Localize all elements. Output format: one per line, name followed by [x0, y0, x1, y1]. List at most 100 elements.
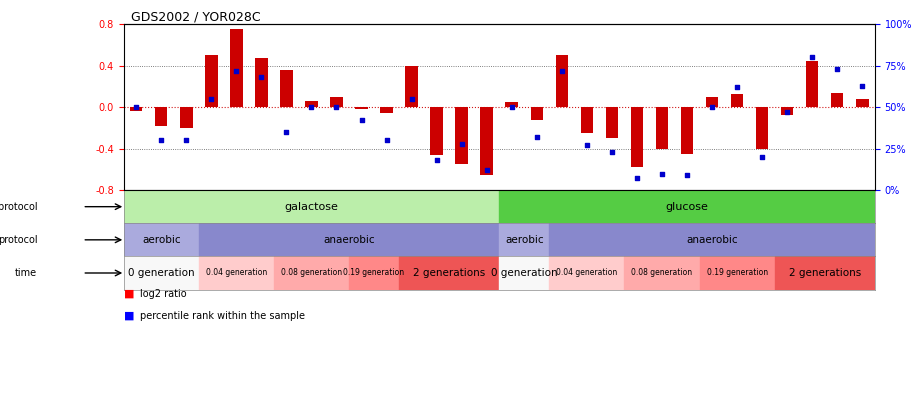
Text: 0 generation: 0 generation [491, 268, 558, 278]
Point [129, 104, 144, 111]
Point [805, 54, 820, 61]
Point [304, 104, 319, 111]
Bar [630, 107, 643, 167]
Text: protocol: protocol [0, 235, 38, 245]
Bar [756, 107, 769, 149]
Bar [230, 30, 243, 107]
Bar [180, 107, 192, 128]
Text: 0.19 generation: 0.19 generation [344, 269, 405, 277]
Point [855, 82, 869, 89]
Bar [550, 256, 625, 290]
Point [655, 170, 670, 177]
Bar [656, 107, 669, 149]
Point [254, 74, 268, 81]
Text: 0.19 generation: 0.19 generation [706, 269, 768, 277]
Bar [280, 70, 292, 107]
Point [605, 149, 619, 155]
Point [730, 84, 745, 91]
Bar [305, 101, 318, 107]
Bar [806, 61, 819, 107]
Bar [349, 256, 399, 290]
Text: 0.04 generation: 0.04 generation [556, 269, 617, 277]
Text: ■: ■ [124, 311, 134, 321]
Bar [205, 55, 218, 107]
Text: 2 generations: 2 generations [789, 268, 861, 278]
Bar [124, 256, 199, 290]
Bar [775, 256, 875, 290]
Bar [506, 102, 518, 107]
Bar [199, 256, 274, 290]
Bar [705, 97, 718, 107]
Text: percentile rank within the sample: percentile rank within the sample [140, 311, 305, 321]
Bar [499, 223, 550, 256]
Bar [130, 107, 143, 111]
Bar [856, 99, 868, 107]
Point [279, 129, 294, 135]
Point [404, 96, 419, 102]
Bar [831, 93, 844, 107]
Point [554, 68, 569, 74]
Text: 0.08 generation: 0.08 generation [631, 269, 692, 277]
Bar [581, 107, 594, 133]
Bar [555, 55, 568, 107]
Bar [499, 256, 550, 290]
Bar [550, 223, 875, 256]
Text: 0.08 generation: 0.08 generation [281, 269, 342, 277]
Point [704, 104, 719, 111]
Point [379, 137, 394, 144]
Point [204, 96, 219, 102]
Bar [731, 94, 744, 107]
Point [229, 68, 244, 74]
Point [580, 142, 594, 149]
Bar [681, 107, 693, 154]
Point [179, 137, 193, 144]
Bar [499, 190, 875, 223]
Bar [480, 107, 493, 175]
Bar [330, 97, 343, 107]
Text: GDS2002 / YOR028C: GDS2002 / YOR028C [131, 10, 261, 23]
Point [629, 175, 644, 182]
Bar [625, 256, 700, 290]
Point [780, 109, 794, 115]
Text: anaerobic: anaerobic [686, 235, 738, 245]
Bar [124, 223, 199, 256]
Text: ■: ■ [124, 289, 134, 298]
Point [154, 137, 169, 144]
Text: galactose: galactose [285, 202, 338, 212]
Bar [405, 66, 418, 107]
Bar [605, 107, 618, 138]
Text: anaerobic: anaerobic [323, 235, 375, 245]
Text: aerobic: aerobic [505, 235, 543, 245]
Point [505, 104, 519, 111]
Point [329, 104, 344, 111]
Point [529, 134, 544, 140]
Bar [399, 256, 499, 290]
Bar [355, 107, 367, 109]
Text: time: time [16, 268, 38, 278]
Point [830, 66, 845, 72]
Point [454, 141, 469, 147]
Bar [255, 58, 267, 107]
Bar [455, 107, 468, 164]
Bar [155, 107, 168, 126]
Bar [274, 256, 349, 290]
Bar [199, 223, 499, 256]
Text: log2 ratio: log2 ratio [140, 289, 187, 298]
Text: 0.04 generation: 0.04 generation [206, 269, 267, 277]
Bar [431, 107, 443, 155]
Text: glucose: glucose [666, 202, 708, 212]
Bar [530, 107, 543, 119]
Bar [380, 107, 393, 113]
Point [479, 167, 494, 173]
Point [354, 117, 369, 124]
Point [430, 157, 444, 164]
Text: aerobic: aerobic [142, 235, 180, 245]
Point [680, 172, 694, 179]
Text: growth protocol: growth protocol [0, 202, 38, 212]
Bar [700, 256, 775, 290]
Bar [124, 190, 499, 223]
Point [755, 154, 769, 160]
Text: 2 generations: 2 generations [413, 268, 485, 278]
Bar [780, 107, 793, 115]
Text: 0 generation: 0 generation [128, 268, 194, 278]
